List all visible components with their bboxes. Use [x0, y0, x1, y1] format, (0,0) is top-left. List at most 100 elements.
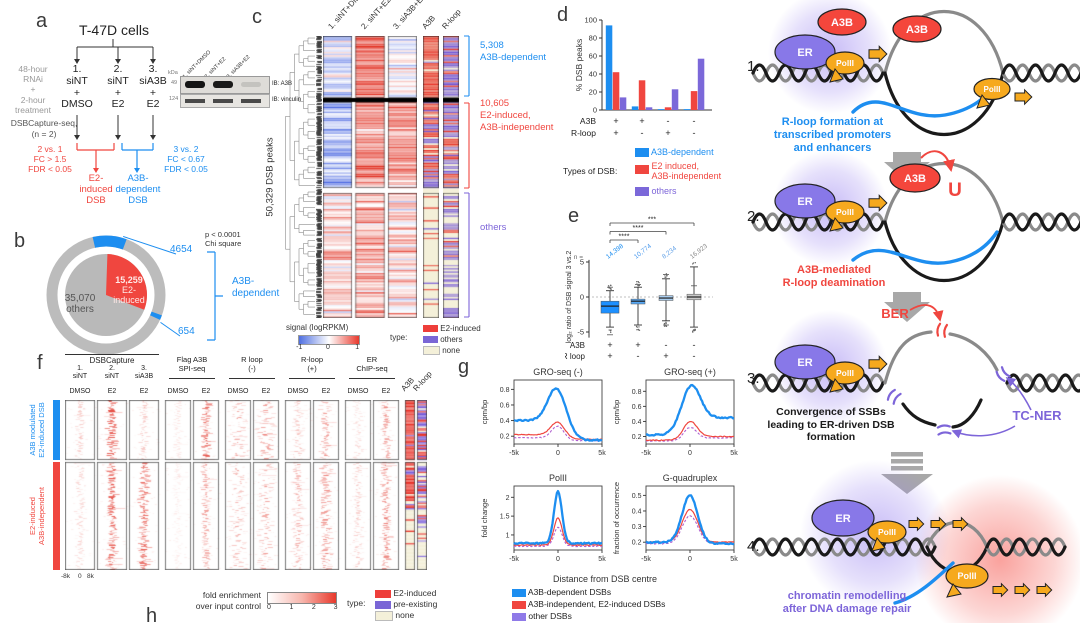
svg-text:R loop: R loop: [565, 352, 586, 361]
svg-text:5: 5: [580, 258, 584, 267]
sub-label-sint2: 2. siNT: [104, 365, 120, 380]
d-legend-title: Types of DSB:: [563, 166, 618, 176]
svg-text:-: -: [667, 116, 670, 126]
callout-654: 654: [178, 326, 195, 337]
svg-text:1: 1: [506, 532, 510, 539]
polii-protein: [825, 200, 865, 224]
dendrogram: [285, 37, 315, 315]
comparison-blue: 3 vs. 2 FC < 0.67 FDR < 0.05: [164, 144, 208, 175]
a3b-protein: [817, 8, 867, 36]
mechanism-diagram: ER PolII A3B A3B PolII ER PolII A3B U ER PolII BER T…: [745, 0, 1080, 623]
type-legend-label: type:: [390, 333, 408, 342]
svg-text:cpm/bp: cpm/bp: [612, 400, 621, 425]
svg-text:0: 0: [556, 556, 560, 563]
svg-text:80: 80: [589, 34, 597, 43]
group-underline: [169, 378, 215, 379]
svg-text:log₂ ratio of DSB signal 3 vs.: log₂ ratio of DSB signal 3 vs.2: [566, 251, 573, 344]
er-protein: [811, 499, 875, 537]
svg-text:GRO-seq (-): GRO-seq (-): [533, 367, 583, 377]
svg-text:100: 100: [584, 16, 597, 25]
svg-text:PolII: PolII: [836, 58, 854, 68]
svg-text:5k: 5k: [598, 450, 606, 457]
svg-text:0.6: 0.6: [500, 402, 510, 409]
f-xtick: 8k: [87, 573, 94, 580]
svg-text:-: -: [693, 116, 696, 126]
step-number-1: 1.: [747, 58, 760, 75]
gro-seq-minus-plot: GRO-seq (-) 0.2 0.4 0.6 0.8 cpm/bp -5k 0 5k: [480, 367, 606, 457]
svg-text:0: 0: [688, 450, 692, 457]
svg-text:0.2: 0.2: [632, 540, 642, 547]
er-protein: [774, 344, 836, 380]
type-label-e2: E2-induced: [440, 324, 481, 333]
western-blot: 1. siNT+DMSO 2. siNT+E2 3. siA3B+E2 kDa …: [168, 49, 333, 118]
svg-text:PolII: PolII: [549, 473, 567, 483]
svg-text:PolII: PolII: [878, 527, 896, 537]
cbar-tick: 0: [326, 344, 330, 351]
svg-text:-5k: -5k: [641, 450, 651, 457]
step-number-2: 2.: [747, 208, 760, 225]
svg-text:5k: 5k: [598, 556, 606, 563]
svg-text:0.3: 0.3: [632, 524, 642, 531]
svg-text:0: 0: [556, 450, 560, 457]
caption-a3b-deamination: A3B-mediated R-loop deamination: [782, 264, 886, 290]
svg-text:-5: -5: [577, 328, 584, 337]
sub-label-sia3b: 3. siA3B: [134, 365, 154, 380]
svg-text:+: +: [607, 351, 612, 361]
panel-g: g GRO-seq (-) 0.2 0.4 0.6 0.8 cpm/bp -5k 0 5k GR…: [450, 356, 750, 623]
treatment: DMSO: [287, 388, 309, 395]
svg-text:-: -: [665, 340, 668, 350]
svg-text:+: +: [663, 351, 668, 361]
g-legend-other: other DSBs: [528, 611, 572, 621]
svg-text:+: +: [665, 128, 670, 138]
condition-2: 2. siNT + E2: [107, 63, 129, 111]
assay-note: DSBCapture-seq, (n = 2): [10, 118, 78, 139]
svg-text:0: 0: [688, 556, 692, 563]
g-quadruplex-plot: G-quadruplex 0.2 0.3 0.4 0.5 fraction of occu…: [612, 473, 738, 563]
heatmap-col-a3b: A3B: [420, 13, 438, 31]
enrichment-heatmap: [65, 400, 427, 570]
panel-c-label: c: [252, 6, 262, 28]
svg-text:0: 0: [593, 106, 597, 115]
cluster-a3b-dependent: 5,308 A3B-dependent: [480, 40, 547, 63]
legend-a3b-dependent: A3B-dependent: [651, 147, 714, 157]
group-header-rloop-minus: R loop (-): [241, 355, 263, 373]
svg-text:0.2: 0.2: [500, 434, 510, 441]
callout-4654: 4654: [170, 244, 193, 255]
svg-text:-5k: -5k: [641, 556, 651, 563]
step-number-4: 4.: [747, 538, 760, 555]
f-cbar-tick: 1: [289, 604, 294, 611]
cbar-tick: -1: [296, 344, 303, 351]
svg-text:ER: ER: [835, 513, 850, 525]
panel-c: c 50,329 DSB peaks 1. siNT+DMSO 2. siNT+…: [240, 0, 570, 360]
treatment: DMSO: [69, 388, 91, 395]
a3b-protein: [892, 15, 942, 43]
svg-text:5k: 5k: [730, 556, 738, 563]
svg-text:A3B: A3B: [904, 173, 926, 185]
panel-a: a T-47D cells 48-hour RNAi + 2-hour trea…: [0, 0, 335, 228]
signal-colorbar-label: signal (logRPKM): [286, 323, 349, 332]
step-number-3: 3.: [747, 370, 760, 387]
svg-text:PolII: PolII: [836, 207, 854, 217]
cluster-brackets: [464, 35, 470, 318]
svg-text:A3B: A3B: [580, 116, 596, 126]
signal-colorbar: [298, 335, 360, 345]
f-cbar-tick: 2: [311, 604, 316, 611]
group-underline: [289, 378, 335, 379]
svg-text:fold change: fold change: [480, 499, 489, 538]
svg-text:16,923: 16,923: [689, 243, 709, 261]
treatment: E2: [381, 388, 391, 395]
svg-text:A3B: A3B: [906, 24, 928, 36]
a3b-protein: [889, 163, 941, 193]
rowgroup-blue-bar: [53, 400, 60, 460]
f-cbar-tick: 3: [333, 604, 338, 611]
svg-text:-: -: [637, 351, 640, 361]
svg-text:****: ****: [619, 234, 630, 241]
treatment-duration-note: 48-hour RNAi + 2-hour treatment: [15, 64, 51, 115]
svg-text:0.2: 0.2: [632, 434, 642, 441]
svg-text:0.4: 0.4: [500, 418, 510, 425]
f-type-e2: E2-induced: [393, 588, 437, 598]
svg-text:-5k: -5k: [509, 450, 519, 457]
f-type-none: none: [395, 610, 415, 620]
svg-text:R-loop: R-loop: [571, 128, 596, 138]
